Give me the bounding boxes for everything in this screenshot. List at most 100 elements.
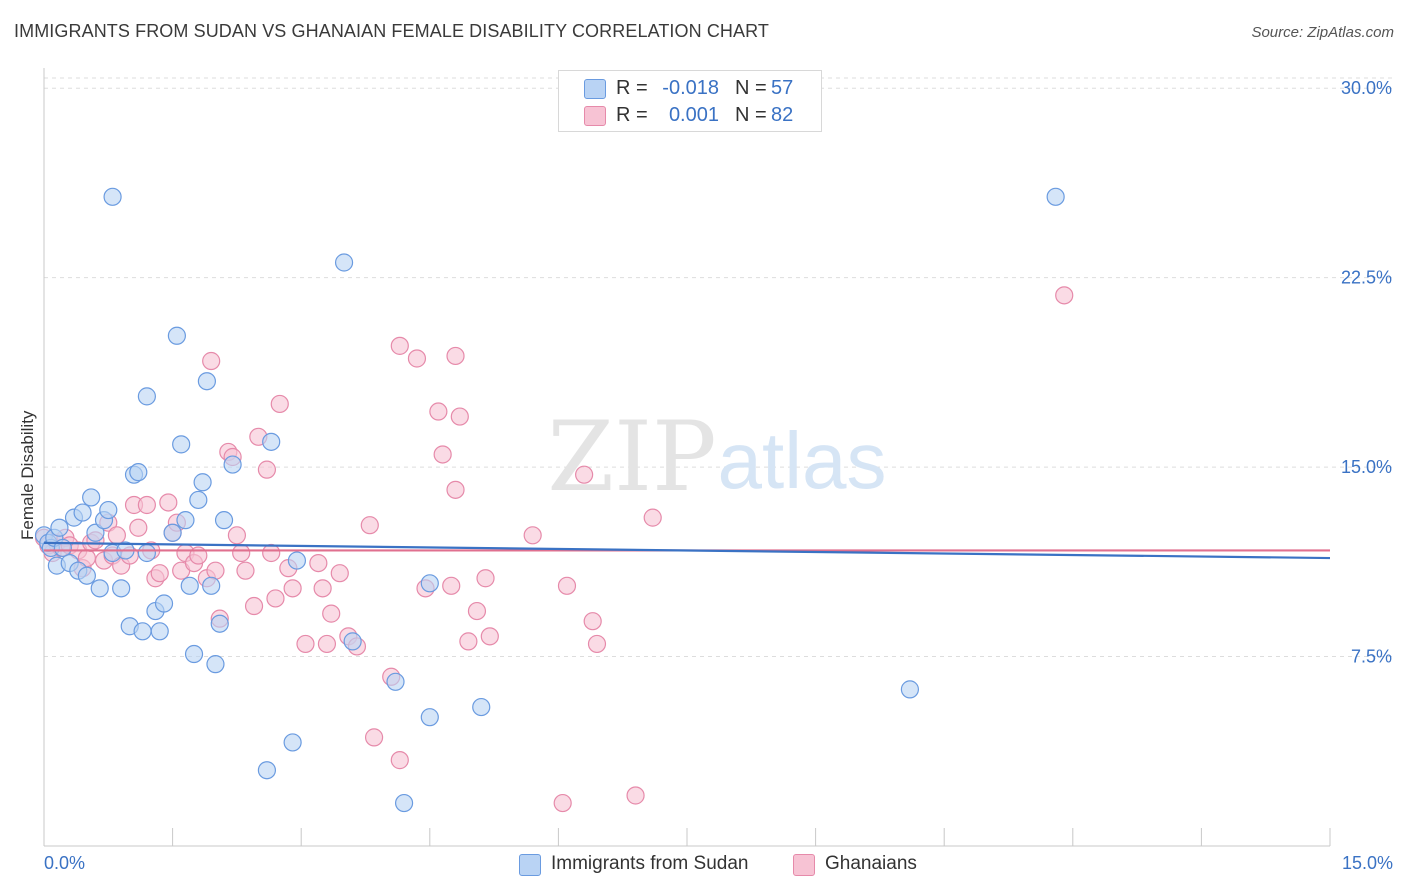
sudan-point [420, 708, 439, 727]
ghanaians-point [446, 480, 465, 499]
sudan-point [167, 326, 186, 345]
sudan-point [193, 473, 212, 492]
n-label: N = [735, 104, 767, 126]
ghanaians-point [476, 569, 495, 588]
ghanaians-point [270, 394, 289, 414]
ghanaians-point [643, 508, 662, 527]
ghanaians-point [159, 493, 178, 512]
ghanaians-point [626, 786, 645, 805]
ghanaians-point [206, 561, 225, 580]
ghanaians-legend-swatch [793, 854, 815, 876]
legend-label: Immigrants from Sudan [551, 853, 749, 874]
sudan-trend-line [43, 541, 1331, 560]
n-value: 82 [771, 104, 794, 126]
sudan-point [1046, 187, 1065, 206]
watermark-atlas: atlas [718, 416, 887, 505]
ghanaians-point [296, 634, 315, 654]
sudan-point [287, 551, 307, 570]
ghanaians-point [202, 351, 221, 371]
y-tick-label: 7.5% [1351, 647, 1392, 667]
sudan-point [184, 644, 204, 664]
sudan-point [262, 432, 281, 451]
n-value: 57 [771, 77, 794, 99]
r-label: R = [616, 104, 648, 126]
sudan-point [343, 632, 362, 651]
sudan-point [137, 543, 156, 563]
ghanaians-point [313, 579, 332, 598]
x-tick-label: 0.0% [44, 853, 85, 873]
sudan-point [386, 672, 405, 691]
watermark-zip: ZIP [547, 401, 716, 513]
r-value: 0.001 [668, 104, 719, 126]
sudan-legend-swatch [519, 854, 541, 876]
sudan-point [137, 387, 156, 406]
chart-title: IMMIGRANTS FROM SUDAN VS GHANAIAN FEMALE… [14, 21, 770, 41]
sudan-point [73, 503, 92, 522]
sudan-swatch [584, 79, 606, 99]
sudan-point [172, 435, 191, 454]
sudan-point [77, 566, 96, 585]
legend-label: Ghanaians [825, 853, 917, 874]
axes [43, 68, 1331, 847]
sudan-point [202, 576, 221, 595]
r-value: -0.018 [662, 77, 719, 99]
stats-row-sudan: R = -0.018 N = 57 [559, 75, 821, 101]
ghanaians-points [34, 286, 1074, 813]
sudan-point [420, 574, 439, 593]
sudan-point [133, 622, 152, 641]
ghanaians-point [390, 336, 409, 355]
ghanaians-point [480, 627, 499, 646]
ghanaians-point [150, 564, 169, 583]
ghanaians-point [262, 543, 281, 563]
ghanaians-point [129, 518, 148, 537]
ghanaians-point [442, 576, 461, 595]
y-tick-label: 22.5% [1341, 268, 1392, 288]
ghanaians-point [459, 632, 478, 651]
ghanaians-point [309, 553, 328, 573]
ghanaians-point [257, 460, 277, 479]
sudan-point [163, 523, 182, 542]
ghanaians-swatch [584, 106, 606, 126]
sudan-point [206, 655, 225, 674]
sudan-point [210, 614, 229, 633]
sudan-point [150, 622, 169, 641]
sudan-point [394, 793, 414, 813]
series-legend: Immigrants from Sudan Ghanaians [0, 852, 1406, 878]
ghanaians-point [244, 596, 264, 616]
ghanaians-point [390, 751, 409, 770]
ghanaians-point [523, 526, 542, 545]
sudan-point [189, 490, 208, 510]
source-label: Source: ZipAtlas.com [1251, 24, 1394, 41]
trend-lines [43, 541, 1331, 560]
ghanaians-point [407, 349, 427, 368]
sudan-point [50, 518, 69, 537]
ghanaians-point [283, 579, 302, 598]
sudan-point [334, 253, 354, 272]
watermark: ZIP atlas [547, 401, 886, 513]
ghanaians-point [575, 465, 594, 484]
ghanaians-point [232, 543, 251, 563]
ghanaians-point [322, 604, 341, 623]
stats-row-ghanaians: R = 0.001 N = 82 [559, 102, 821, 128]
ghanaians-point [236, 561, 255, 580]
ghanaians-point [266, 589, 285, 608]
ghanaians-point [433, 445, 452, 464]
ghanaians-point [107, 526, 126, 545]
sudan-point [129, 463, 148, 482]
y-tick-label: 30.0% [1341, 78, 1392, 98]
sudan-point [86, 523, 105, 542]
sudan-point [90, 579, 109, 598]
ghanaians-point [330, 564, 349, 583]
ghanaians-point [467, 601, 487, 621]
ghanaians-point [1055, 286, 1074, 305]
sudan-point [283, 733, 302, 752]
sudan-point [103, 187, 122, 206]
n-label: N = [735, 77, 767, 99]
ghanaians-point [557, 576, 577, 595]
sudan-point [900, 680, 920, 699]
ghanaians-point [137, 495, 156, 515]
sudan-point [257, 761, 277, 780]
tick-labels: 7.5% 15.0% 22.5% 30.0% 0.0% 15.0% [44, 78, 1393, 873]
sudan-point [223, 455, 242, 474]
